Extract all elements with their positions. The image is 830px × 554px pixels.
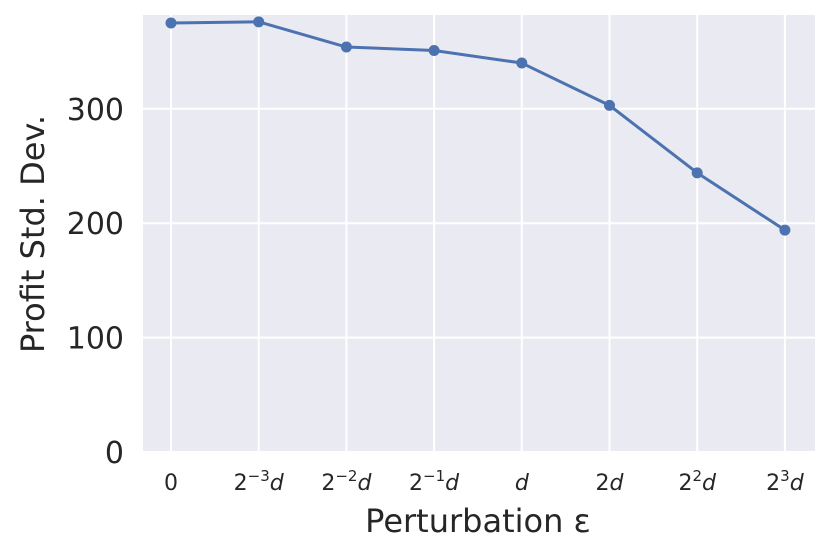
- x-tick-label: 2−2d: [321, 467, 372, 496]
- data-point: [691, 167, 703, 179]
- data-point: [779, 224, 791, 236]
- y-tick-labels: 0 100 200 300: [67, 93, 124, 471]
- x-axis-label: Perturbation ε: [365, 502, 591, 540]
- x-tick-label: d: [515, 471, 530, 496]
- x-tick-label: 2d: [596, 471, 625, 496]
- y-tick-label: 200: [67, 207, 124, 242]
- data-point: [604, 99, 615, 111]
- data-point: [165, 17, 177, 29]
- data-point: [516, 57, 528, 69]
- x-tick-label: 0: [164, 471, 178, 496]
- x-tick-label: 2−3d: [234, 467, 285, 496]
- y-tick-label: 300: [67, 93, 124, 128]
- grid-lines: [143, 15, 815, 453]
- y-tick-label: 0: [105, 436, 124, 471]
- data-point: [340, 41, 352, 53]
- x-tick-label: 22d: [678, 467, 717, 496]
- data-points: [165, 16, 791, 236]
- x-tick-label: 23d: [766, 467, 805, 496]
- plot-area: [143, 15, 815, 452]
- x-tick-labels: 0 2−3d 2−2d 2−1d d 2d 22d 23d: [164, 467, 805, 496]
- series-line: [170, 20, 786, 232]
- y-tick-label: 100: [67, 322, 124, 357]
- data-point: [428, 44, 440, 56]
- x-tick-label: 2−1d: [409, 467, 460, 496]
- y-axis-label: Profit Std. Dev.: [14, 115, 52, 353]
- data-point: [253, 16, 265, 28]
